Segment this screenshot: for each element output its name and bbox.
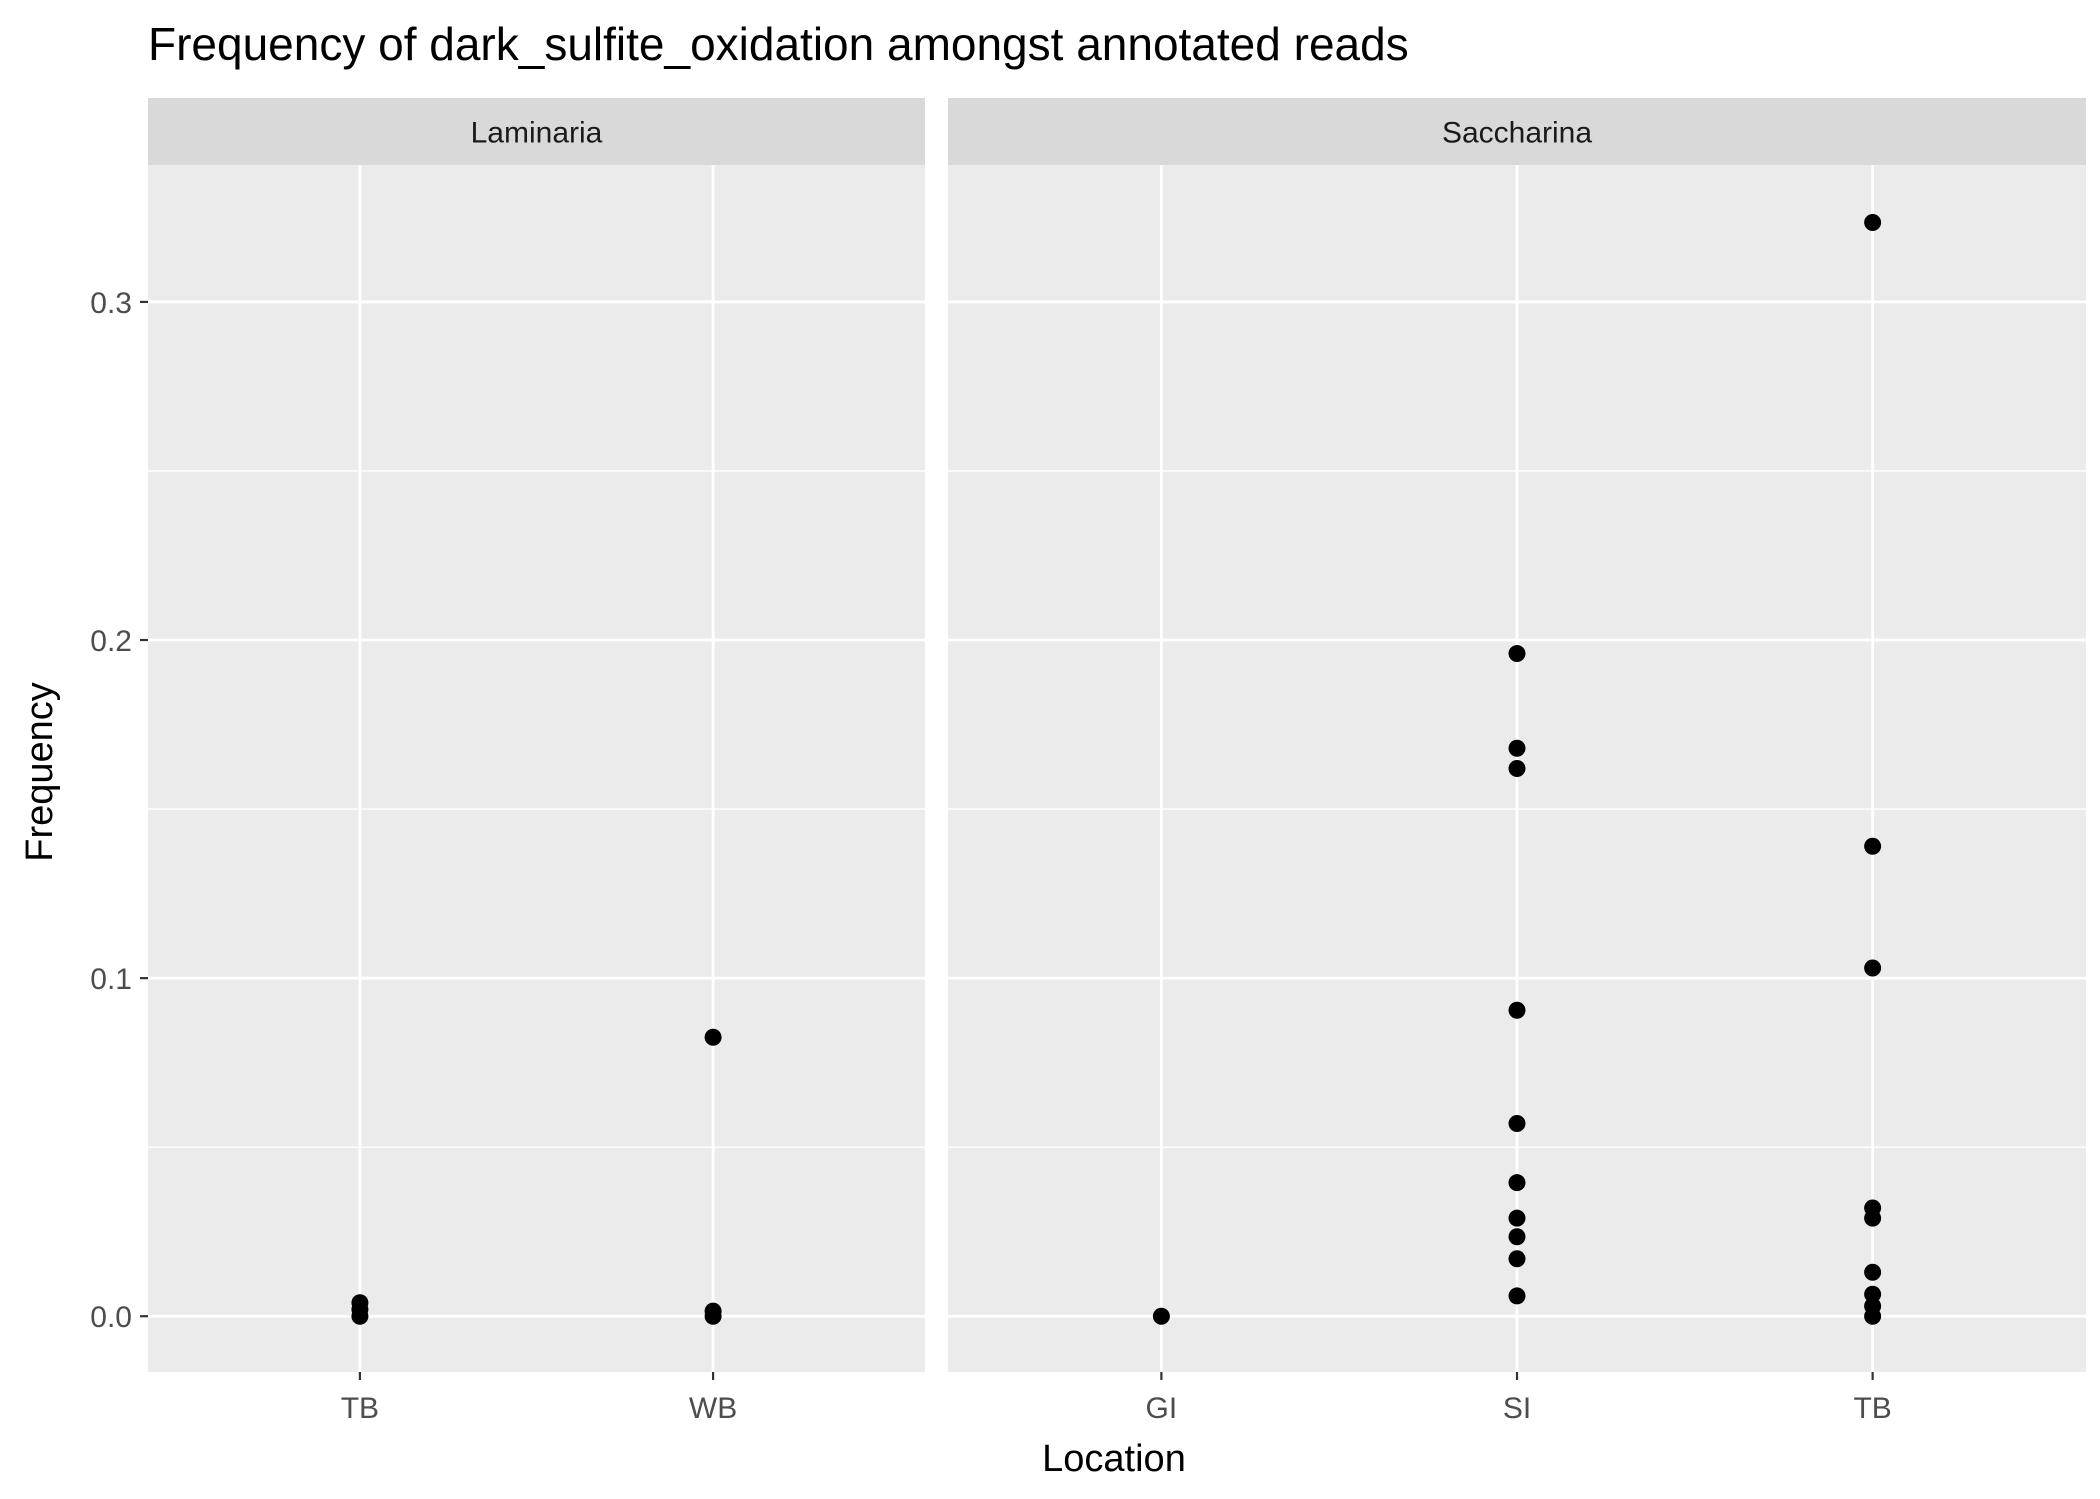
data-point	[1508, 760, 1526, 777]
data-point	[704, 1307, 722, 1325]
y-tick-label: 0.3	[90, 287, 132, 320]
data-point	[1508, 1287, 1526, 1305]
data-point	[1864, 213, 1882, 231]
data-point	[1864, 959, 1882, 977]
data-point	[1864, 1307, 1882, 1325]
data-point	[1508, 1001, 1526, 1019]
data-point	[1864, 1209, 1882, 1227]
x-tick-label: GI	[1146, 1392, 1178, 1425]
y-tick-label: 0.1	[90, 963, 132, 996]
facet-strip-label: Saccharina	[1442, 117, 1592, 150]
x-tick-label: WB	[689, 1392, 737, 1425]
data-point	[1864, 1263, 1882, 1281]
data-point	[1508, 739, 1526, 757]
y-axis-title: Frequency	[19, 682, 61, 862]
data-point	[1152, 1307, 1170, 1325]
data-point	[1508, 645, 1526, 663]
y-tick-label: 0.2	[90, 625, 132, 658]
data-point	[1508, 1228, 1526, 1246]
x-tick-label: TB	[1853, 1392, 1891, 1425]
data-point	[1508, 1209, 1526, 1227]
y-tick-label: 0.0	[90, 1301, 132, 1334]
data-point	[351, 1307, 369, 1325]
data-point	[1508, 1174, 1526, 1192]
data-point	[704, 1028, 722, 1046]
facet-strip	[148, 98, 925, 165]
panel-background	[148, 165, 925, 1372]
data-point	[1508, 1115, 1526, 1132]
facet-strip-label: Laminaria	[471, 117, 603, 150]
y-axis: 0.0 0.1 0.2 0.3	[90, 287, 148, 1334]
data-point	[1864, 837, 1882, 855]
data-point	[1508, 1250, 1526, 1268]
chart-title: Frequency of dark_sulfite_oxidation amon…	[148, 18, 1409, 70]
x-axis-title: Location	[1042, 1438, 1186, 1480]
data-point	[1864, 1285, 1882, 1303]
facets: Laminaria TB WB Saccharina GI SI TB	[148, 98, 2086, 1425]
x-tick-label: SI	[1503, 1392, 1531, 1425]
x-tick-label: TB	[341, 1392, 379, 1425]
facet-saccharina: Saccharina GI SI TB	[948, 98, 2086, 1425]
facet-laminaria: Laminaria TB WB	[148, 98, 925, 1425]
facet-strip	[948, 98, 2086, 165]
